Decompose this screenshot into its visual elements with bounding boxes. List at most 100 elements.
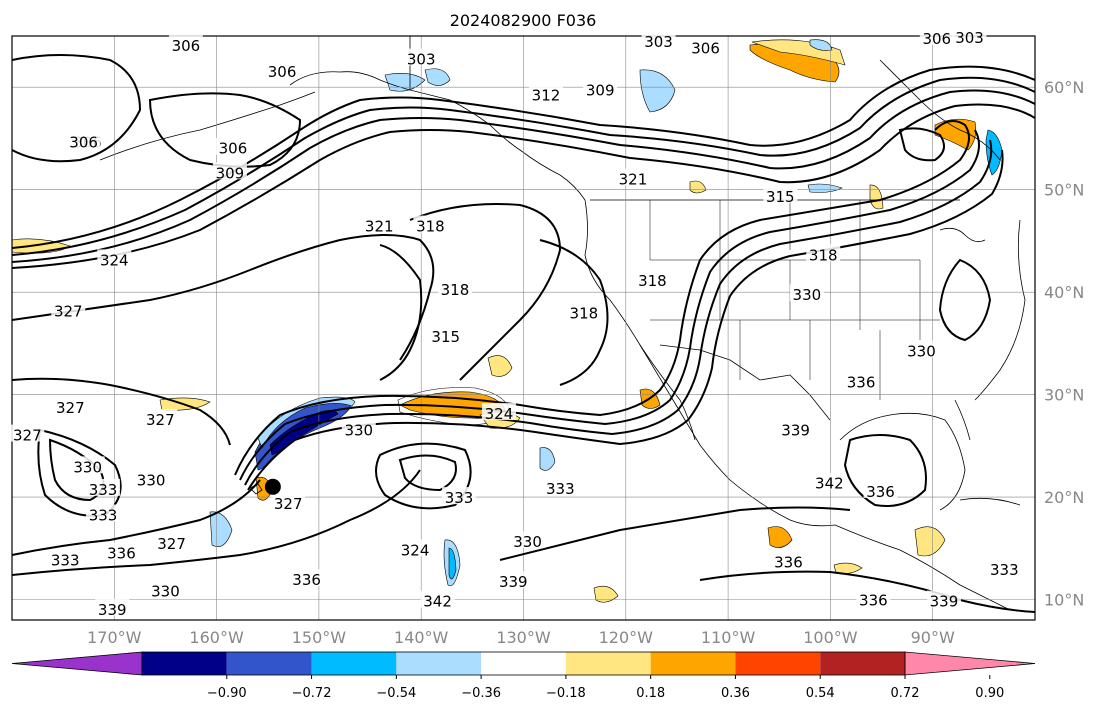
- colorbar-segment: [820, 652, 905, 675]
- svg-text:318: 318: [441, 281, 470, 299]
- svg-text:318: 318: [638, 272, 667, 290]
- svg-text:321: 321: [619, 170, 648, 188]
- shade-patch-lightblue-9: [807, 183, 843, 193]
- svg-text:333: 333: [89, 506, 118, 524]
- contour-label: 306: [688, 37, 723, 57]
- coastline-baja: [639, 344, 696, 441]
- grid-lines: [12, 36, 1035, 620]
- svg-text:333: 333: [546, 480, 575, 498]
- svg-text:330: 330: [907, 343, 936, 361]
- svg-text:336: 336: [292, 571, 321, 589]
- contour-label: 327: [143, 409, 178, 429]
- svg-text:306: 306: [219, 140, 248, 158]
- contour-label: 333: [442, 487, 477, 507]
- contour-label: 339: [926, 590, 961, 611]
- contour-line: [843, 434, 927, 507]
- contour-label: 336: [863, 480, 898, 501]
- svg-text:339: 339: [781, 421, 810, 439]
- colorbar-segment: [226, 652, 312, 675]
- contour-label-layer: 3063063063063063093033123093063033063033…: [10, 27, 1022, 619]
- contour-label: 306: [66, 131, 101, 152]
- y-tick-label: 50°N: [1044, 181, 1084, 200]
- contour-label: 315: [428, 326, 463, 346]
- colorbar-segment: [396, 652, 482, 675]
- contour-label: 318: [413, 215, 448, 236]
- contour-line: [12, 76, 1035, 256]
- coastline-aleutians: [99, 91, 316, 161]
- contour-label: 306: [168, 35, 203, 55]
- x-tick-label: 130°W: [496, 628, 551, 647]
- contour-label: 318: [806, 244, 841, 264]
- svg-text:324: 324: [100, 251, 129, 269]
- contour-label: 306: [265, 60, 300, 81]
- contour-line: [12, 54, 142, 163]
- contour-label: 318: [566, 302, 601, 323]
- colorbar-segment: [565, 652, 651, 675]
- y-tick-label: 20°N: [1044, 488, 1084, 507]
- shade-patch-lightblue-4: [424, 68, 451, 86]
- colorbar-segment: [311, 652, 397, 675]
- svg-text:303: 303: [955, 29, 984, 47]
- y-tick-label: 40°N: [1044, 283, 1084, 302]
- shade-patch-blue-3: [448, 547, 457, 580]
- colorbar-tick-label: −0.36: [461, 686, 501, 701]
- shade-patch-yellow-7: [767, 526, 793, 548]
- colorbar-outline: [141, 651, 906, 676]
- contour-label: 336: [771, 551, 806, 572]
- contour-line: [12, 469, 421, 576]
- contour-label: 330: [789, 284, 824, 304]
- svg-text:342: 342: [423, 593, 452, 611]
- colorbar-tick-label: −0.54: [376, 686, 416, 701]
- svg-text:339: 339: [499, 573, 528, 591]
- svg-text:327: 327: [13, 427, 42, 445]
- contour-label: 330: [70, 456, 105, 476]
- contour-label: 306: [215, 137, 250, 158]
- colorbar-segment: [142, 652, 227, 675]
- coastline-cuba: [959, 497, 1021, 506]
- coastline-greatlakes: [939, 227, 986, 243]
- shade-patch-yellow-9: [689, 180, 707, 194]
- contour-label: 327: [10, 424, 45, 445]
- coastline-gulf: [839, 412, 966, 511]
- svg-text:327: 327: [56, 399, 85, 417]
- contour-line: [148, 92, 302, 168]
- colorbar-tick-label: −0.18: [546, 686, 586, 701]
- coastline-florida: [954, 399, 971, 441]
- svg-text:315: 315: [431, 328, 460, 346]
- colorbar-segment: [481, 652, 566, 675]
- svg-text:330: 330: [513, 533, 542, 551]
- svg-text:336: 336: [107, 544, 136, 562]
- svg-text:306: 306: [691, 39, 720, 57]
- colorbar-extend-min: [11, 651, 143, 676]
- chart-title: 2024082900 F036: [450, 11, 597, 30]
- svg-text:306: 306: [172, 37, 201, 55]
- contour-line: [398, 454, 457, 492]
- contour-line: [12, 479, 261, 556]
- colorbar-tick-label: −0.90: [207, 686, 247, 701]
- svg-text:330: 330: [151, 582, 180, 600]
- svg-text:324: 324: [485, 405, 514, 423]
- shade-patch-yellow-6: [487, 355, 513, 377]
- svg-text:339: 339: [930, 593, 959, 611]
- contour-label: 330: [134, 469, 169, 490]
- svg-text:309: 309: [216, 164, 245, 182]
- contour-line: [938, 258, 992, 342]
- contour-label: 330: [510, 531, 545, 551]
- colorbar: −0.90 −0.72 −0.54 −0.36 −0.18 0.18 0.36 0.54 0.7…: [11, 651, 1036, 701]
- svg-text:303: 303: [407, 51, 436, 69]
- contour-label: 330: [904, 340, 939, 361]
- svg-text:312: 312: [532, 86, 561, 104]
- svg-text:327: 327: [274, 495, 303, 513]
- x-tick-label: 170°W: [87, 628, 142, 647]
- svg-text:318: 318: [570, 305, 599, 323]
- svg-text:333: 333: [990, 561, 1019, 579]
- state-lines: [649, 200, 940, 400]
- contour-label: 333: [86, 478, 121, 499]
- shade-patch-lightblue-2: [639, 69, 676, 113]
- contour-line: [898, 127, 945, 162]
- x-tick-label: 160°W: [189, 628, 244, 647]
- svg-text:306: 306: [69, 134, 98, 152]
- svg-text:333: 333: [51, 552, 80, 570]
- contour-label: 336: [104, 542, 139, 562]
